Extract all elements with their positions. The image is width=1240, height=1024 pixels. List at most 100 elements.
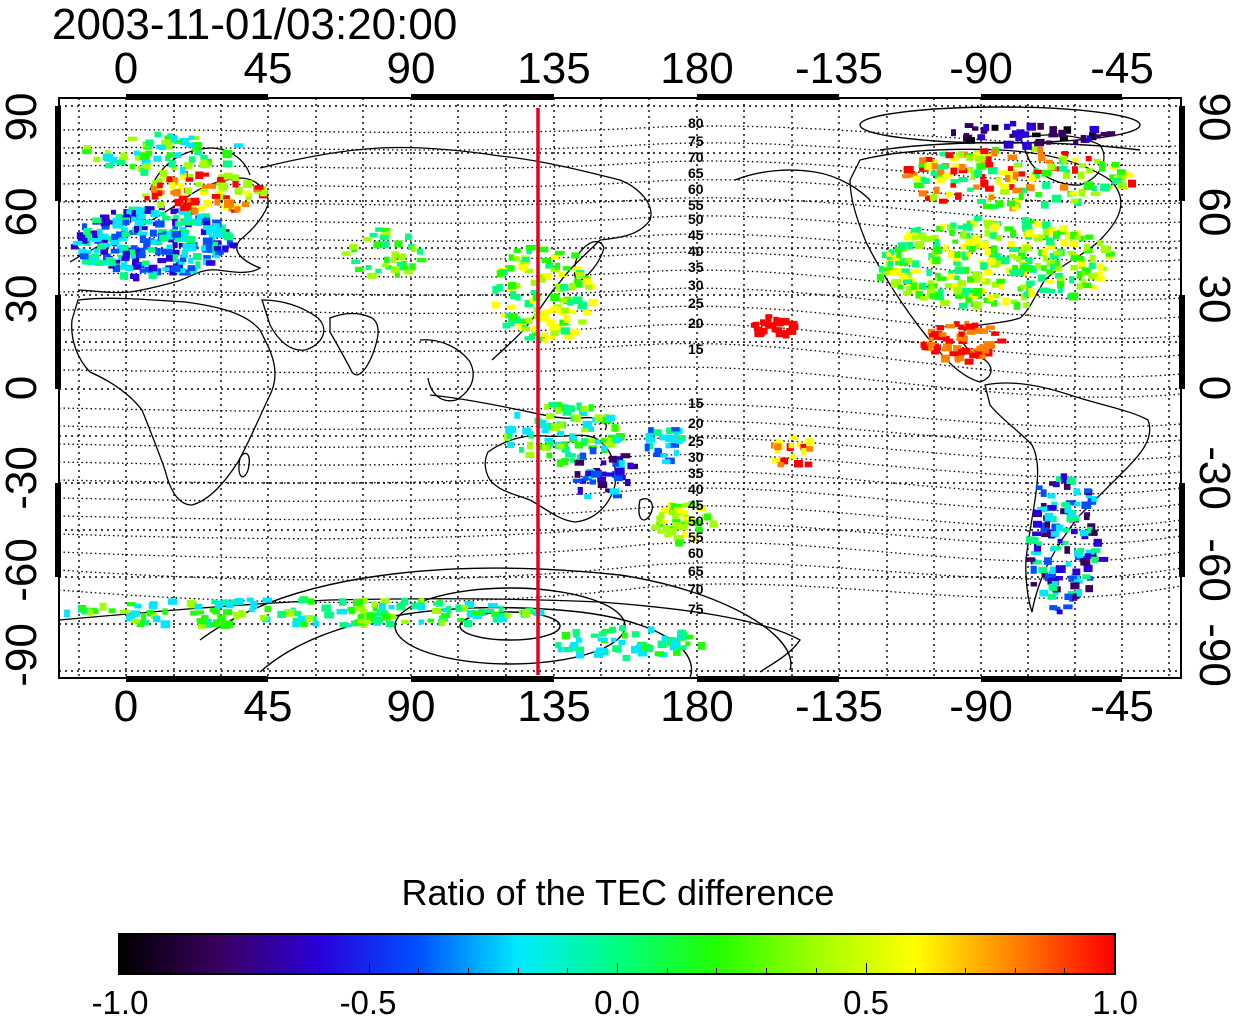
tec-cell bbox=[548, 308, 555, 314]
tec-cell bbox=[953, 261, 961, 266]
tec-cell bbox=[357, 614, 365, 620]
tec-cell bbox=[543, 272, 552, 280]
tec-cell bbox=[212, 223, 220, 230]
contour-label-n: 65 bbox=[688, 165, 704, 181]
tec-cell bbox=[675, 439, 683, 444]
tec-cell bbox=[612, 493, 622, 499]
contour-label-s: 55 bbox=[688, 529, 704, 545]
border-segment bbox=[55, 483, 61, 577]
tec-cell bbox=[212, 619, 219, 626]
tec-cell bbox=[1010, 120, 1017, 127]
tec-cell bbox=[645, 433, 653, 441]
tec-cell bbox=[648, 427, 654, 435]
tec-cell bbox=[153, 155, 162, 162]
tec-cell bbox=[685, 634, 694, 640]
tec-cell bbox=[622, 632, 628, 639]
tec-cell bbox=[906, 241, 914, 250]
tec-cell bbox=[525, 245, 536, 251]
tec-cell bbox=[970, 221, 977, 228]
tec-cell bbox=[966, 328, 976, 335]
tec-cell bbox=[187, 265, 196, 271]
tec-cell bbox=[1064, 506, 1072, 514]
tec-cell bbox=[669, 442, 679, 448]
tec-cell bbox=[974, 276, 981, 283]
tec-cell bbox=[524, 336, 534, 341]
tec-cell bbox=[217, 176, 226, 183]
tec-cell bbox=[937, 288, 944, 296]
tec-cell bbox=[546, 441, 554, 447]
tec-cell bbox=[1064, 546, 1070, 554]
tec-cell bbox=[551, 254, 560, 260]
tec-cell bbox=[658, 512, 665, 519]
top-lon-tick: 90 bbox=[386, 44, 436, 93]
tec-cell bbox=[801, 447, 807, 456]
tec-cell bbox=[1049, 126, 1057, 134]
tec-cell bbox=[1000, 189, 1010, 195]
tec-cell bbox=[993, 253, 1001, 261]
tec-cell bbox=[925, 236, 933, 242]
tec-cell bbox=[382, 227, 391, 233]
tec-cell bbox=[160, 248, 169, 255]
tec-cell bbox=[1105, 255, 1113, 259]
border-segment bbox=[126, 94, 268, 100]
tec-cell bbox=[1051, 581, 1058, 586]
tec-cell bbox=[938, 198, 948, 204]
tec-cell bbox=[987, 294, 994, 303]
tec-cell bbox=[978, 240, 989, 249]
tec-cell bbox=[993, 293, 999, 299]
tec-cell bbox=[882, 252, 889, 259]
tec-cell bbox=[1098, 166, 1106, 172]
tec-cell bbox=[78, 605, 87, 612]
tec-cell bbox=[1039, 589, 1049, 597]
tec-cell bbox=[991, 300, 997, 307]
contour-label-s: 25 bbox=[688, 433, 704, 449]
tec-cell bbox=[1038, 566, 1047, 574]
tec-cell bbox=[166, 176, 173, 183]
tec-cell bbox=[1076, 589, 1082, 597]
tec-cell bbox=[558, 422, 565, 429]
tec-cell bbox=[441, 613, 451, 619]
tec-cell bbox=[915, 226, 921, 234]
tec-cell bbox=[1068, 575, 1077, 582]
tec-cell bbox=[367, 272, 377, 279]
tec-cell bbox=[774, 448, 781, 454]
top-lon-tick: 45 bbox=[243, 44, 293, 93]
tec-cell bbox=[1049, 566, 1057, 574]
tec-cell bbox=[121, 227, 128, 234]
tec-cell bbox=[151, 192, 159, 200]
tec-cell bbox=[1025, 557, 1036, 562]
tec-cell bbox=[121, 262, 128, 270]
tec-cell bbox=[135, 247, 146, 255]
tec-cell bbox=[543, 404, 550, 411]
tec-cell bbox=[131, 210, 137, 217]
tec-cell bbox=[155, 220, 165, 228]
tec-cell bbox=[179, 229, 189, 235]
tec-cell bbox=[1076, 271, 1083, 279]
bottom-lon-tick: 0 bbox=[113, 682, 139, 731]
tec-cell bbox=[133, 249, 140, 254]
tec-cell bbox=[138, 231, 148, 236]
tec-cell bbox=[82, 223, 88, 231]
tec-cell bbox=[215, 190, 224, 196]
tec-cell bbox=[905, 285, 913, 294]
tec-cell bbox=[1061, 156, 1068, 164]
tec-cell bbox=[920, 296, 928, 301]
tec-cell bbox=[878, 265, 884, 273]
tec-cell bbox=[166, 152, 174, 158]
colorbar-minor-tick bbox=[269, 968, 271, 973]
tec-cell bbox=[388, 605, 395, 610]
border-segment bbox=[981, 676, 1122, 682]
tec-cell bbox=[219, 228, 226, 233]
tec-cell bbox=[396, 602, 405, 611]
tec-cell bbox=[121, 256, 130, 261]
tec-cell bbox=[774, 327, 783, 333]
tec-cell bbox=[1047, 493, 1056, 499]
tec-cell bbox=[555, 307, 562, 313]
tec-cell bbox=[545, 262, 554, 269]
tec-cell bbox=[767, 322, 777, 328]
tec-cell bbox=[693, 519, 703, 527]
lat-lon-grid bbox=[59, 98, 1181, 678]
tec-cell bbox=[185, 142, 196, 148]
tec-cell bbox=[673, 535, 684, 542]
tec-cell bbox=[118, 237, 128, 242]
